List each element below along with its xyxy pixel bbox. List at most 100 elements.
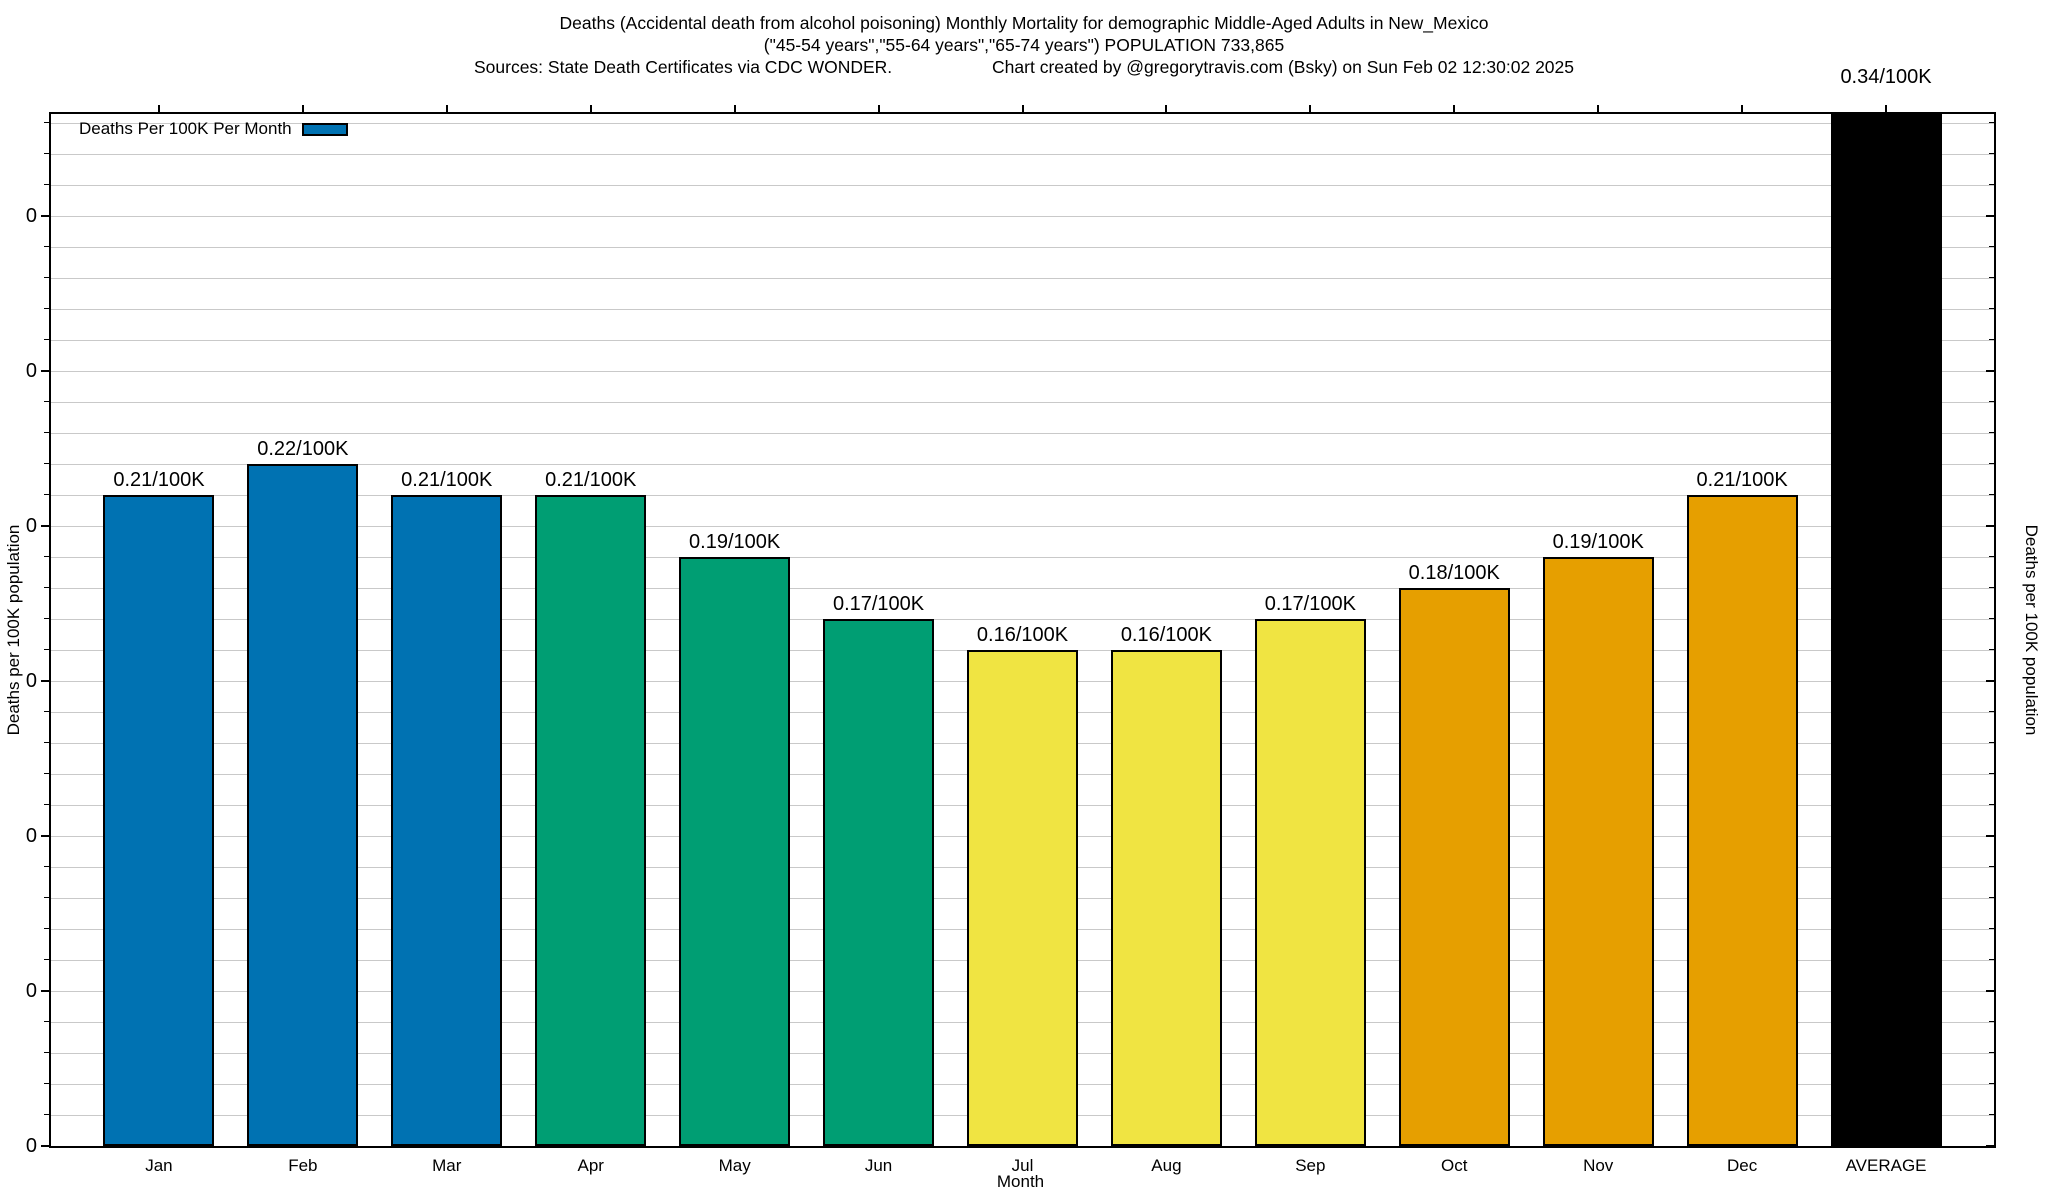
x-top-tick — [445, 105, 448, 112]
y-axis-label-right: Deaths per 100K population — [2022, 524, 2041, 736]
y-major-tick-right — [1986, 835, 1994, 838]
y-minor-tick-right — [1989, 1114, 1994, 1116]
credit-text: Chart created by @gregorytravis.com (Bsk… — [992, 57, 1574, 77]
y-minor-tick-right — [1989, 401, 1994, 403]
bar-value-label: 0.22/100K — [257, 438, 349, 461]
y-minor-tick-right — [1989, 277, 1994, 279]
gridline — [51, 556, 1994, 558]
y-minor-tick-right — [1989, 308, 1994, 310]
y-minor-tick-left — [44, 494, 49, 496]
gridline — [51, 463, 1994, 465]
y-minor-tick-left — [44, 773, 49, 775]
y-minor-tick-left — [44, 556, 49, 558]
bar-feb — [247, 464, 359, 1146]
x-top-tick — [1165, 105, 1168, 112]
y-major-tick-left — [41, 680, 49, 683]
x-top-tick — [1885, 105, 1888, 112]
y-major-tick-left — [41, 215, 49, 218]
y-minor-tick-right — [1989, 928, 1994, 930]
bar-value-label: 0.21/100K — [113, 469, 205, 492]
y-minor-tick-right — [1989, 432, 1994, 434]
y-tick-label: 0 — [25, 670, 37, 693]
gridline — [51, 587, 1994, 589]
x-top-tick — [877, 105, 880, 112]
y-minor-tick-right — [1989, 773, 1994, 775]
x-tick-label: Sep — [1295, 1156, 1326, 1175]
gridline — [51, 370, 1994, 372]
y-major-tick-right — [1986, 370, 1994, 373]
y-minor-tick-right — [1989, 804, 1994, 806]
y-minor-tick-left — [44, 153, 49, 155]
y-minor-tick-left — [44, 339, 49, 341]
chart-header: Deaths (Accidental death from alcohol po… — [0, 12, 2048, 78]
legend: Deaths Per 100K Per Month — [79, 119, 348, 139]
bar-dec — [1686, 495, 1798, 1146]
y-minor-tick-right — [1989, 494, 1994, 496]
bar-jul — [967, 650, 1078, 1146]
gridline — [51, 401, 1994, 403]
y-minor-tick-right — [1989, 866, 1994, 868]
x-top-tick — [1453, 105, 1456, 112]
y-major-tick-left — [41, 835, 49, 838]
y-minor-tick-left — [44, 711, 49, 713]
bar-jan — [103, 495, 215, 1146]
gridline — [51, 525, 1994, 527]
y-major-tick-left — [41, 525, 49, 528]
y-minor-tick-right — [1989, 153, 1994, 155]
bar-value-label: 0.17/100K — [832, 593, 925, 616]
title-line-1: Deaths (Accidental death from alcohol po… — [559, 13, 1489, 33]
bar-value-label: 0.21/100K — [545, 469, 637, 492]
y-minor-tick-left — [44, 742, 49, 744]
y-major-tick-right — [1986, 990, 1994, 993]
y-minor-tick-right — [1989, 959, 1994, 961]
x-tick-label: Oct — [1441, 1156, 1468, 1175]
bar-sep — [1254, 619, 1366, 1146]
y-minor-tick-right — [1989, 339, 1994, 341]
gridline — [51, 246, 1994, 248]
y-minor-tick-left — [44, 1021, 49, 1023]
x-tick-label: Jun — [864, 1156, 893, 1175]
x-tick-label: Feb — [288, 1156, 318, 1175]
y-major-tick-left — [41, 370, 49, 373]
y-tick-label: 0 — [25, 1135, 37, 1157]
bar-value-label: 0.19/100K — [1552, 531, 1644, 554]
y-minor-tick-left — [44, 1083, 49, 1085]
y-minor-tick-left — [44, 587, 49, 589]
x-top-tick — [1597, 105, 1600, 112]
y-minor-tick-left — [44, 866, 49, 868]
gridline — [51, 184, 1994, 186]
gridline — [51, 432, 1994, 434]
bar-value-label: 0.21/100K — [1696, 469, 1788, 492]
gridline — [51, 153, 1994, 155]
y-major-tick-right — [1986, 1145, 1994, 1147]
x-tick-label: May — [718, 1156, 751, 1175]
bar-value-label: 0.19/100K — [689, 531, 781, 554]
y-tick-label: 0 — [25, 360, 37, 383]
bar-jun — [823, 619, 935, 1146]
x-tick-label: Aug — [1151, 1156, 1182, 1175]
y-minor-tick-left — [44, 184, 49, 186]
x-top-tick — [1309, 105, 1312, 112]
bar-aug — [1110, 650, 1222, 1146]
y-tick-label: 0 — [25, 980, 37, 1003]
y-minor-tick-left — [44, 649, 49, 651]
y-minor-tick-right — [1989, 711, 1994, 713]
bar-apr — [535, 495, 647, 1146]
y-tick-label: 0 — [25, 205, 37, 228]
x-tick-label: Jul — [1011, 1156, 1034, 1175]
y-minor-tick-left — [44, 1052, 49, 1054]
bar-may — [679, 557, 791, 1146]
y-tick-label: 0 — [25, 515, 37, 538]
y-minor-tick-right — [1989, 122, 1994, 124]
source-line: Sources: State Death Certificates via CD… — [0, 56, 2048, 78]
y-minor-tick-right — [1989, 742, 1994, 744]
gridline — [51, 618, 1994, 620]
y-major-tick-left — [41, 990, 49, 993]
y-minor-tick-left — [44, 308, 49, 310]
x-tick-label: Dec — [1727, 1156, 1758, 1175]
gridline — [51, 277, 1994, 279]
y-tick-label: 0 — [25, 825, 37, 848]
y-minor-tick-left — [44, 928, 49, 930]
y-axis-label-left: Deaths per 100K population — [4, 524, 23, 736]
y-minor-tick-left — [44, 804, 49, 806]
